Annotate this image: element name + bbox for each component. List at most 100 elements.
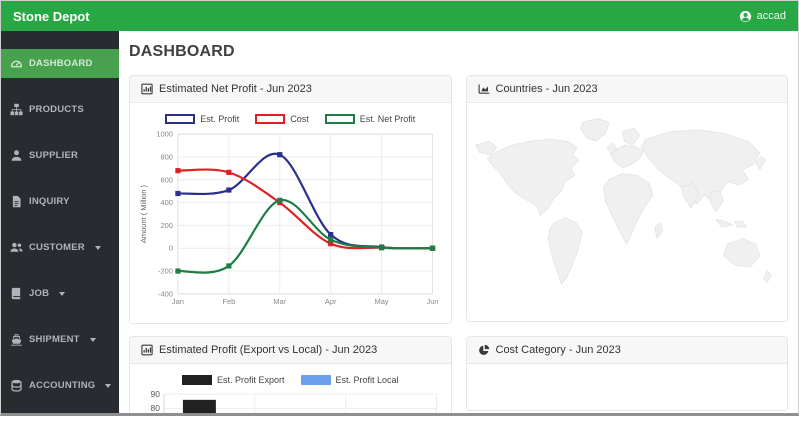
legend-label: Est. Profit Local — [335, 375, 399, 385]
export-local-bar-chart: 9080706050403020100 — [151, 389, 438, 413]
svg-text:400: 400 — [160, 198, 172, 207]
sidebar-item-dashboard[interactable]: DASHBOARD — [1, 49, 119, 78]
sidebar-item-products[interactable]: PRODUCTS — [1, 95, 119, 124]
card-net-profit-header: Estimated Net Profit - Jun 2023 — [130, 76, 451, 103]
legend-label: Est. Profit — [200, 114, 240, 124]
main-content: DASHBOARD Estimated Net Profit - Jun 202… — [119, 31, 798, 413]
card-cost-category-title: Cost Category - Jun 2023 — [495, 344, 621, 356]
card-countries-title: Countries - Jun 2023 — [495, 83, 598, 95]
page-title: DASHBOARD — [129, 43, 235, 60]
svg-text:200: 200 — [160, 221, 172, 230]
legend-item: Est. Profit — [165, 114, 239, 124]
inquiry-icon — [10, 195, 23, 208]
sidebar-item-label: CUSTOMER — [29, 242, 85, 253]
sidebar-item: CUSTOMER — [1, 233, 119, 262]
net-profit-chart-area: Est. Profit Cost Est. Net Profit -400 -200 0… — [130, 103, 451, 323]
card-net-profit: Estimated Net Profit - Jun 2023 Est. Pro… — [129, 75, 452, 324]
chevron-down-icon — [59, 291, 66, 296]
shipment-icon — [10, 333, 23, 346]
countries-map-area — [466, 103, 787, 321]
svg-text:Mar: Mar — [273, 297, 286, 306]
svg-text:90: 90 — [151, 389, 161, 399]
svg-text:800: 800 — [160, 152, 172, 161]
user-menu[interactable]: accad — [739, 10, 786, 23]
sidebar-item-accounting[interactable]: ACCOUNTING — [1, 371, 119, 400]
card-countries: Countries - Jun 2023 — [465, 75, 788, 322]
legend-item: Cost — [255, 114, 309, 124]
svg-text:80: 80 — [151, 403, 161, 413]
svg-text:1000: 1000 — [156, 130, 173, 139]
card-export-vs-local: Estimated Profit (Export vs Local) - Jun… — [129, 336, 452, 413]
supplier-icon — [10, 149, 23, 162]
chart-area-icon — [478, 83, 490, 95]
legend-item: Est. Profit Local — [300, 375, 399, 385]
net-profit-line-chart: -400 -200 0 200 400 600 800 1000 Jan Feb Mar Apr May… — [139, 130, 439, 306]
card-export-vs-local-header: Estimated Profit (Export vs Local) - Jun… — [130, 337, 451, 364]
sidebar-item-label: ACCOUNTING — [29, 380, 96, 391]
svg-text:600: 600 — [160, 175, 172, 184]
svg-text:May: May — [375, 297, 389, 306]
dashboard-icon — [10, 57, 23, 70]
sidebar-item-label: DASHBOARD — [29, 58, 93, 69]
sidebar-item-label: JOB — [29, 288, 50, 299]
sidebar-item: JOB — [1, 279, 119, 308]
sidebar-item: INQUIRY — [1, 187, 119, 216]
chart-column-icon — [141, 83, 153, 95]
sidebar-item-label: SHIPMENT — [29, 334, 80, 345]
top-navbar: Stone Depot accad — [1, 1, 798, 31]
legend-swatch — [300, 375, 331, 385]
card-countries-header: Countries - Jun 2023 — [466, 76, 787, 103]
legend-swatch — [255, 114, 286, 124]
svg-text:0: 0 — [169, 244, 173, 253]
sidebar-item-customer[interactable]: CUSTOMER — [1, 233, 119, 262]
legend-swatch — [165, 114, 196, 124]
sidebar-item: PRODUCTS — [1, 95, 119, 124]
legend-label: Est. Profit Export — [216, 375, 285, 385]
svg-text:Apr: Apr — [325, 297, 337, 306]
legend-item: Est. Net Profit — [324, 114, 416, 124]
sidebar-item-supplier[interactable]: SUPPLIER — [1, 141, 119, 170]
products-icon — [10, 103, 23, 116]
svg-text:-400: -400 — [158, 289, 173, 298]
dashboard-grid: Estimated Net Profit - Jun 2023 Est. Pro… — [129, 75, 788, 413]
customer-icon — [10, 241, 23, 254]
legend-swatch — [324, 114, 355, 124]
sidebar: DASHBOARD PRODUCTS SUPPLIER INQUIRY CUSTOMER… — [1, 31, 119, 413]
chart-pie-icon — [478, 344, 490, 356]
username-label: accad — [756, 10, 786, 22]
sidebar-item: DASHBOARD — [1, 49, 119, 78]
svg-text:-200: -200 — [158, 267, 173, 276]
user-circle-icon — [739, 10, 752, 23]
card-cost-category: Cost Category - Jun 2023 — [465, 336, 788, 411]
sidebar-item: SUPPLIER — [1, 141, 119, 170]
line-chart-legend: Est. Profit Cost Est. Net Profit — [138, 111, 443, 127]
legend-label: Est. Net Profit — [359, 114, 416, 124]
sidebar-item-inquiry[interactable]: INQUIRY — [1, 187, 119, 216]
svg-text:Jan: Jan — [172, 297, 184, 306]
sidebar-item: SHIPMENT — [1, 325, 119, 354]
sidebar-item-label: INQUIRY — [29, 196, 70, 207]
world-map — [474, 118, 771, 285]
card-export-vs-local-title: Estimated Profit (Export vs Local) - Jun… — [159, 344, 378, 356]
svg-text:Feb: Feb — [222, 297, 235, 306]
chevron-down-icon — [89, 337, 96, 342]
card-cost-category-header: Cost Category - Jun 2023 — [466, 337, 787, 364]
sidebar-item-shipment[interactable]: SHIPMENT — [1, 325, 119, 354]
legend-label: Cost — [290, 114, 309, 124]
chevron-down-icon — [94, 245, 101, 250]
legend-swatch — [181, 375, 212, 385]
legend-item: Est. Profit Export — [181, 375, 285, 385]
svg-text:Amount ( Million ): Amount ( Million ) — [139, 184, 148, 243]
brand-link[interactable]: Stone Depot — [13, 8, 90, 24]
export-local-chart-area: Est. Profit Export Est. Profit Local 90 80… — [130, 364, 451, 413]
chart-column-icon — [141, 344, 153, 356]
bar-chart-legend: Est. Profit Export Est. Profit Local — [138, 372, 443, 388]
card-net-profit-title: Estimated Net Profit - Jun 2023 — [159, 83, 312, 95]
sidebar-item: ACCOUNTING — [1, 371, 119, 400]
accounting-icon — [10, 379, 23, 392]
job-icon — [10, 287, 23, 300]
sidebar-item-job[interactable]: JOB — [1, 279, 119, 308]
chevron-down-icon — [105, 383, 112, 388]
svg-text:Jun: Jun — [426, 297, 438, 306]
